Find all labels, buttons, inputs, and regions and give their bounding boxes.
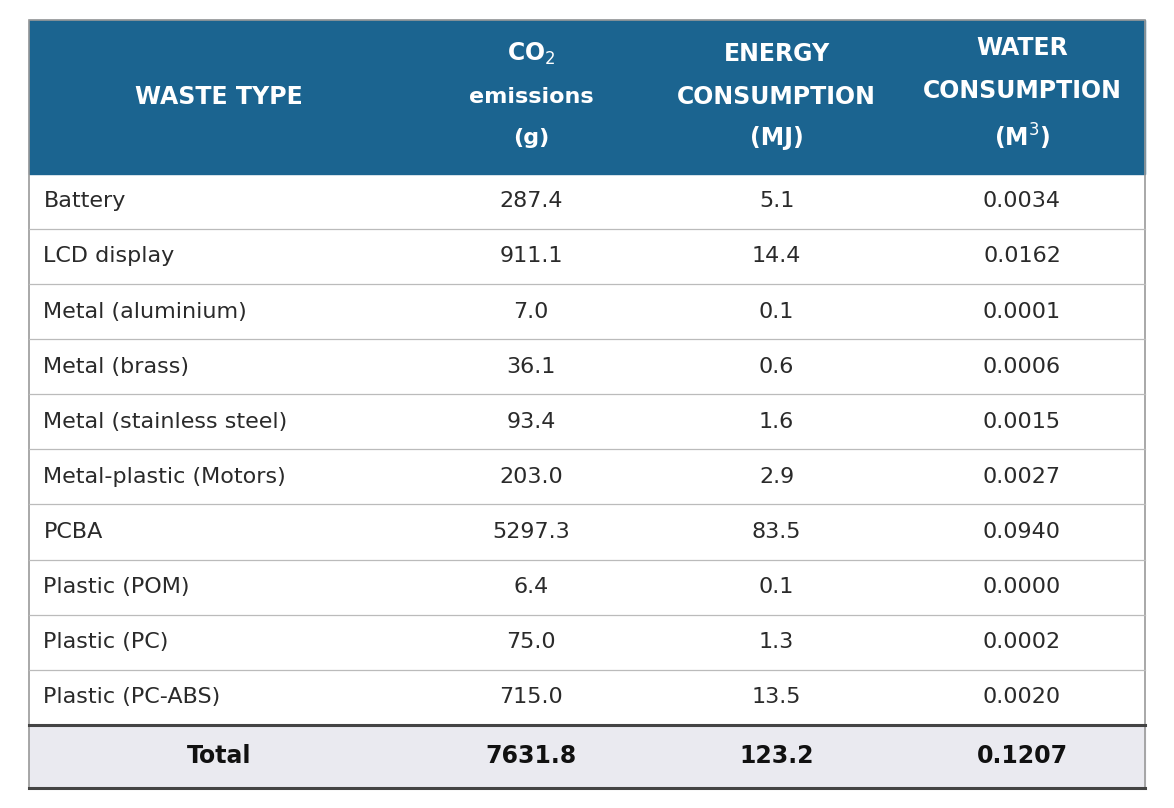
Text: 6.4: 6.4 [513, 577, 549, 597]
Bar [29, 670, 1145, 725]
Text: 123.2: 123.2 [740, 744, 814, 768]
Text: (MJ): (MJ) [750, 126, 803, 150]
Text: 0.0002: 0.0002 [983, 632, 1061, 652]
Bar [29, 339, 1145, 394]
Text: 0.0940: 0.0940 [983, 522, 1061, 542]
Text: 13.5: 13.5 [751, 688, 802, 707]
Bar [29, 20, 1145, 174]
Bar [29, 284, 1145, 339]
Text: (g): (g) [513, 128, 549, 149]
Text: 0.0162: 0.0162 [983, 246, 1061, 267]
Bar [29, 615, 1145, 670]
Text: emissions: emissions [468, 87, 594, 107]
Bar [29, 174, 1145, 229]
Bar [29, 725, 1145, 788]
Text: Plastic (PC): Plastic (PC) [43, 632, 169, 652]
Text: 93.4: 93.4 [506, 412, 556, 431]
Text: 7.0: 7.0 [513, 301, 549, 322]
Text: 287.4: 287.4 [499, 191, 564, 211]
Text: 0.0006: 0.0006 [983, 356, 1061, 377]
Text: 0.0034: 0.0034 [983, 191, 1061, 211]
Text: 0.0020: 0.0020 [983, 688, 1061, 707]
Text: 0.0027: 0.0027 [983, 467, 1061, 487]
Text: CO$_2$: CO$_2$ [507, 41, 555, 67]
Text: 5297.3: 5297.3 [492, 522, 571, 542]
Bar [29, 449, 1145, 504]
Text: Metal (aluminium): Metal (aluminium) [43, 301, 248, 322]
Text: Plastic (POM): Plastic (POM) [43, 577, 190, 597]
Text: 1.6: 1.6 [758, 412, 795, 431]
Text: 0.1: 0.1 [758, 301, 795, 322]
Text: (M$^3$): (M$^3$) [993, 122, 1051, 152]
Text: 36.1: 36.1 [506, 356, 556, 377]
Text: 911.1: 911.1 [499, 246, 564, 267]
Text: Battery: Battery [43, 191, 126, 211]
Text: 5.1: 5.1 [758, 191, 795, 211]
Text: Metal (stainless steel): Metal (stainless steel) [43, 412, 288, 431]
Text: 1.3: 1.3 [758, 632, 795, 652]
Text: WATER: WATER [976, 36, 1068, 60]
Text: CONSUMPTION: CONSUMPTION [923, 79, 1121, 103]
Text: 0.0001: 0.0001 [983, 301, 1061, 322]
Text: Total: Total [187, 744, 251, 768]
Text: 0.1207: 0.1207 [977, 744, 1067, 768]
Text: 715.0: 715.0 [499, 688, 564, 707]
Text: 203.0: 203.0 [499, 467, 564, 487]
Text: 7631.8: 7631.8 [486, 744, 576, 768]
Text: 0.6: 0.6 [758, 356, 795, 377]
Text: 0.0015: 0.0015 [983, 412, 1061, 431]
Bar [29, 394, 1145, 449]
Text: 0.0000: 0.0000 [983, 577, 1061, 597]
Text: CONSUMPTION: CONSUMPTION [677, 85, 876, 109]
Text: 14.4: 14.4 [751, 246, 802, 267]
Text: ENERGY: ENERGY [723, 42, 830, 66]
Text: WASTE TYPE: WASTE TYPE [135, 85, 303, 109]
Text: Plastic (PC-ABS): Plastic (PC-ABS) [43, 688, 221, 707]
Text: PCBA: PCBA [43, 522, 103, 542]
Text: 83.5: 83.5 [751, 522, 802, 542]
Text: Metal-plastic (Motors): Metal-plastic (Motors) [43, 467, 286, 487]
Bar [29, 559, 1145, 615]
Text: 2.9: 2.9 [758, 467, 795, 487]
Text: 75.0: 75.0 [506, 632, 556, 652]
Text: Metal (brass): Metal (brass) [43, 356, 189, 377]
Text: 0.1: 0.1 [758, 577, 795, 597]
Bar [29, 229, 1145, 284]
Text: LCD display: LCD display [43, 246, 175, 267]
Bar [29, 504, 1145, 559]
